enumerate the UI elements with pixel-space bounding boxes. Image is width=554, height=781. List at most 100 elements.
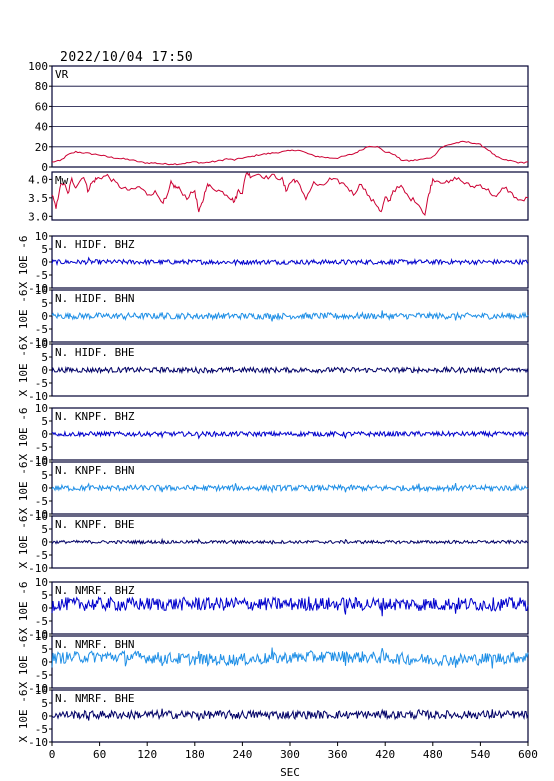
y-tick-label: 10 bbox=[35, 510, 48, 523]
panel-frame bbox=[51, 171, 529, 221]
y-tick-label: 4.0 bbox=[28, 173, 48, 186]
series-line bbox=[51, 256, 529, 267]
y-tick-label: 5 bbox=[41, 523, 48, 536]
series-line bbox=[51, 595, 529, 617]
x-tick-label: 180 bbox=[185, 748, 205, 761]
y-tick-label: -5 bbox=[35, 377, 48, 390]
panel-4 bbox=[49, 289, 529, 343]
panel-label: N. NMRF. BHN bbox=[55, 638, 134, 651]
y-tick-label: -10 bbox=[28, 454, 48, 467]
y-tick-label: 10 bbox=[35, 630, 48, 643]
panel-8 bbox=[49, 515, 529, 569]
series-line bbox=[51, 708, 529, 721]
panel-5 bbox=[49, 343, 529, 397]
series-line bbox=[51, 647, 529, 669]
series-line bbox=[51, 172, 529, 217]
y-tick-label: -10 bbox=[28, 508, 48, 521]
y-tick-label: -5 bbox=[35, 495, 48, 508]
y-tick-label: 0 bbox=[41, 428, 48, 441]
y-tick-label: 3.0 bbox=[28, 210, 48, 223]
y-axis-unit-label: X 10E -6 bbox=[17, 290, 30, 343]
panel-10 bbox=[49, 635, 529, 689]
y-tick-label: 5 bbox=[41, 469, 48, 482]
y-tick-label: 0 bbox=[41, 256, 48, 269]
y-tick-label: 0 bbox=[41, 656, 48, 669]
panel-label: N. NMRF. BHE bbox=[55, 692, 134, 705]
panel-label: N. NMRF. BHZ bbox=[55, 584, 135, 597]
x-tick-label: 300 bbox=[280, 748, 300, 761]
x-tick-label: 0 bbox=[49, 748, 56, 761]
y-tick-label: -5 bbox=[35, 549, 48, 562]
y-axis-unit-label: X 10E -6 bbox=[17, 408, 30, 461]
panel-label: N. HIDF. BHZ bbox=[55, 238, 135, 251]
panel-6 bbox=[49, 407, 529, 461]
x-axis-label: SEC bbox=[280, 766, 300, 779]
y-tick-label: 5 bbox=[41, 697, 48, 710]
y-axis-unit-label: X 10E -6 bbox=[17, 690, 30, 743]
y-tick-label: 0 bbox=[41, 536, 48, 549]
panel-label: Mw bbox=[55, 174, 69, 187]
y-tick-label: -5 bbox=[35, 441, 48, 454]
y-tick-label: -10 bbox=[28, 562, 48, 575]
y-tick-label: -10 bbox=[28, 628, 48, 641]
x-tick-label: 420 bbox=[375, 748, 395, 761]
x-tick-label: 540 bbox=[470, 748, 490, 761]
panel-label: VR bbox=[55, 68, 69, 81]
y-tick-label: 10 bbox=[35, 284, 48, 297]
y-tick-label: 5 bbox=[41, 351, 48, 364]
y-axis-unit-label: X 10E -6 bbox=[17, 636, 30, 689]
panel-frame bbox=[51, 65, 529, 168]
panel-2 bbox=[49, 171, 529, 221]
x-tick-label: 60 bbox=[93, 748, 106, 761]
y-tick-label: 20 bbox=[35, 141, 48, 154]
y-tick-label: 0 bbox=[41, 602, 48, 615]
panel-label: N. KNPF. BHN bbox=[55, 464, 134, 477]
panel-1 bbox=[49, 65, 529, 168]
y-tick-label: 100 bbox=[28, 60, 48, 73]
y-tick-label: -10 bbox=[28, 390, 48, 403]
y-tick-label: -10 bbox=[28, 282, 48, 295]
series-line bbox=[51, 140, 529, 166]
x-tick-label: 120 bbox=[137, 748, 157, 761]
y-tick-label: 80 bbox=[35, 80, 48, 93]
y-tick-label: 0 bbox=[41, 482, 48, 495]
y-tick-label: 3.5 bbox=[28, 192, 48, 205]
y-tick-label: 0 bbox=[41, 310, 48, 323]
y-tick-label: 0 bbox=[41, 161, 48, 174]
y-axis-unit-label: X 10E -6 bbox=[17, 462, 30, 515]
y-tick-label: 40 bbox=[35, 121, 48, 134]
series-line bbox=[51, 482, 529, 494]
x-tick-label: 600 bbox=[518, 748, 538, 761]
panel-label: N. KNPF. BHZ bbox=[55, 410, 135, 423]
y-tick-label: -5 bbox=[35, 323, 48, 336]
y-tick-label: 0 bbox=[41, 364, 48, 377]
y-tick-label: -10 bbox=[28, 336, 48, 349]
y-axis-unit-label: X 10E -6 bbox=[17, 516, 30, 569]
series-line bbox=[51, 365, 529, 375]
x-tick-label: 480 bbox=[423, 748, 443, 761]
series-line bbox=[51, 429, 529, 440]
panel-9 bbox=[49, 581, 529, 635]
y-tick-label: -10 bbox=[28, 736, 48, 749]
y-tick-label: 5 bbox=[41, 297, 48, 310]
series-line bbox=[51, 537, 529, 546]
panel-3 bbox=[49, 235, 529, 289]
page-timestamp: 2022/10/04 17:50 bbox=[60, 50, 194, 65]
y-tick-label: 5 bbox=[41, 643, 48, 656]
y-tick-label: -5 bbox=[35, 615, 48, 628]
y-tick-label: -5 bbox=[35, 669, 48, 682]
y-tick-label: 5 bbox=[41, 589, 48, 602]
y-tick-label: -10 bbox=[28, 682, 48, 695]
panel-label: N. HIDF. BHN bbox=[55, 292, 134, 305]
y-tick-label: -5 bbox=[35, 723, 48, 736]
y-tick-label: 10 bbox=[35, 456, 48, 469]
panel-label: N. HIDF. BHE bbox=[55, 346, 134, 359]
y-tick-label: 10 bbox=[35, 684, 48, 697]
y-axis-unit-label: X 10E -6 bbox=[17, 582, 30, 635]
x-tick-label: 240 bbox=[232, 748, 252, 761]
y-tick-label: 5 bbox=[41, 415, 48, 428]
y-tick-label: 10 bbox=[35, 338, 48, 351]
y-tick-label: 0 bbox=[41, 710, 48, 723]
y-axis-unit-label: X 10E -6 bbox=[17, 344, 30, 397]
